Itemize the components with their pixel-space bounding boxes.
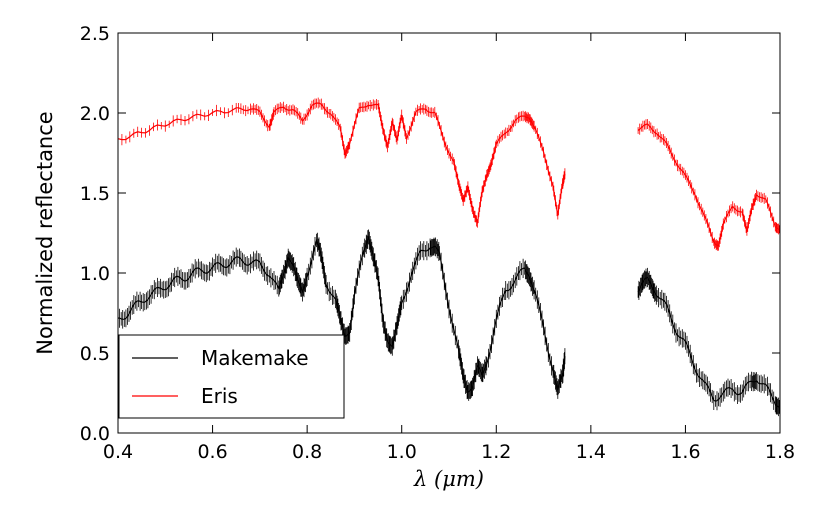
makemake-line — [637, 276, 781, 408]
makemake-segment-0 — [117, 229, 566, 401]
y-tick-label: 1.0 — [80, 263, 110, 285]
x-tick-label: 1.6 — [670, 441, 700, 463]
x-tick-label: 1.0 — [387, 441, 417, 463]
x-tick-label: 1.8 — [765, 441, 795, 463]
plot-frame — [117, 32, 781, 434]
legend-label-eris: Eris — [201, 384, 238, 408]
legend-box — [118, 334, 345, 419]
x-tick-label: 0.4 — [103, 441, 133, 463]
y-tick-label: 0.5 — [80, 343, 110, 365]
series-layer — [117, 97, 781, 417]
x-tick-label: 0.8 — [292, 441, 322, 463]
x-tick-label: 1.4 — [576, 441, 606, 463]
y-tick-label: 1.5 — [80, 183, 110, 205]
eris-line — [637, 123, 781, 247]
axes-layer: 0.4 0.6 0.8 1.0 1.2 1.4 1.6 1.8 0.0 0.5 1.0 1.5 2.0 2… — [80, 23, 795, 463]
x-tick-label: 0.6 — [197, 441, 227, 463]
eris-segment-0 — [117, 97, 566, 228]
legend: Makemake Eris — [118, 334, 345, 419]
makemake-segment-1 — [637, 267, 781, 417]
x-axis-label: λ (μm) — [413, 467, 484, 491]
y-axis-label: Normalized reflectance — [33, 111, 57, 354]
y-tick-label: 2.5 — [80, 23, 110, 45]
makemake-line — [117, 234, 566, 393]
x-tick-label: 1.2 — [481, 441, 511, 463]
legend-label-makemake: Makemake — [201, 346, 309, 370]
y-tick-label: 0.0 — [80, 423, 110, 445]
eris-line — [117, 102, 566, 224]
y-tick-label: 2.0 — [80, 103, 110, 125]
